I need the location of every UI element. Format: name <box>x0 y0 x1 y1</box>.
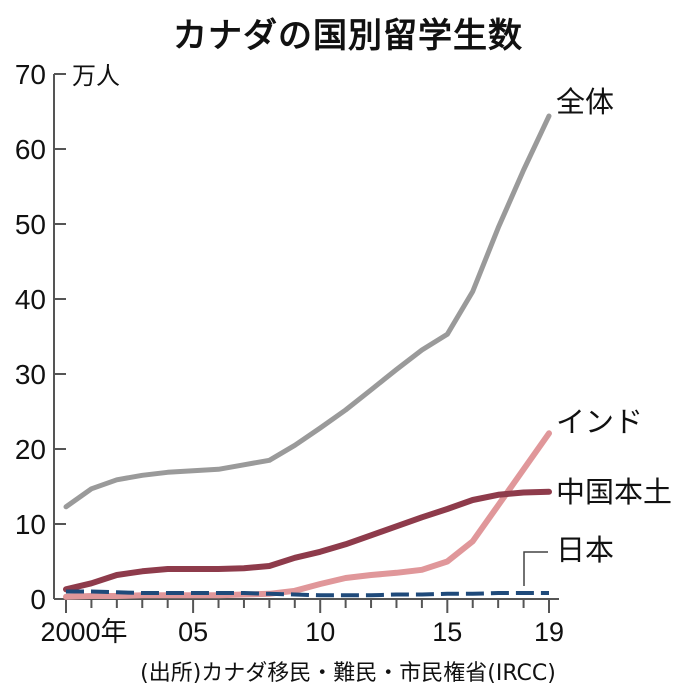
y-tick-label: 0 <box>30 584 46 615</box>
source-note: (出所)カナダ移民・難民・市民権省(IRCC) <box>140 661 556 686</box>
y-tick-label: 20 <box>15 434 46 465</box>
series-line-中国本土 <box>63 488 552 593</box>
series-label: 日本 <box>556 533 614 567</box>
series-line-日本 <box>66 589 549 598</box>
series-line-全体 <box>63 113 552 510</box>
x-tick-label: 10 <box>305 617 335 647</box>
x-tick-label: 05 <box>178 617 208 647</box>
x-tick-label: 19 <box>534 617 564 647</box>
x-tick-label: 2000年 <box>40 617 127 647</box>
series-label: 全体 <box>556 85 614 119</box>
y-tick-label: 40 <box>15 284 46 315</box>
y-unit-label: 万人 <box>72 62 120 90</box>
series-line-インド <box>63 430 552 600</box>
y-tick-label: 50 <box>15 209 46 240</box>
y-tick-label: 70 <box>15 59 46 90</box>
japan-leader-line <box>523 551 548 586</box>
y-tick-label: 60 <box>15 134 46 165</box>
y-tick-label: 10 <box>15 509 46 540</box>
y-tick-label: 30 <box>15 359 46 390</box>
series-label: 中国本土 <box>556 475 672 509</box>
chart-title: カナダの国別留学生数 <box>173 16 523 56</box>
series-label: インド <box>556 405 643 439</box>
x-tick-label: 15 <box>432 617 462 647</box>
